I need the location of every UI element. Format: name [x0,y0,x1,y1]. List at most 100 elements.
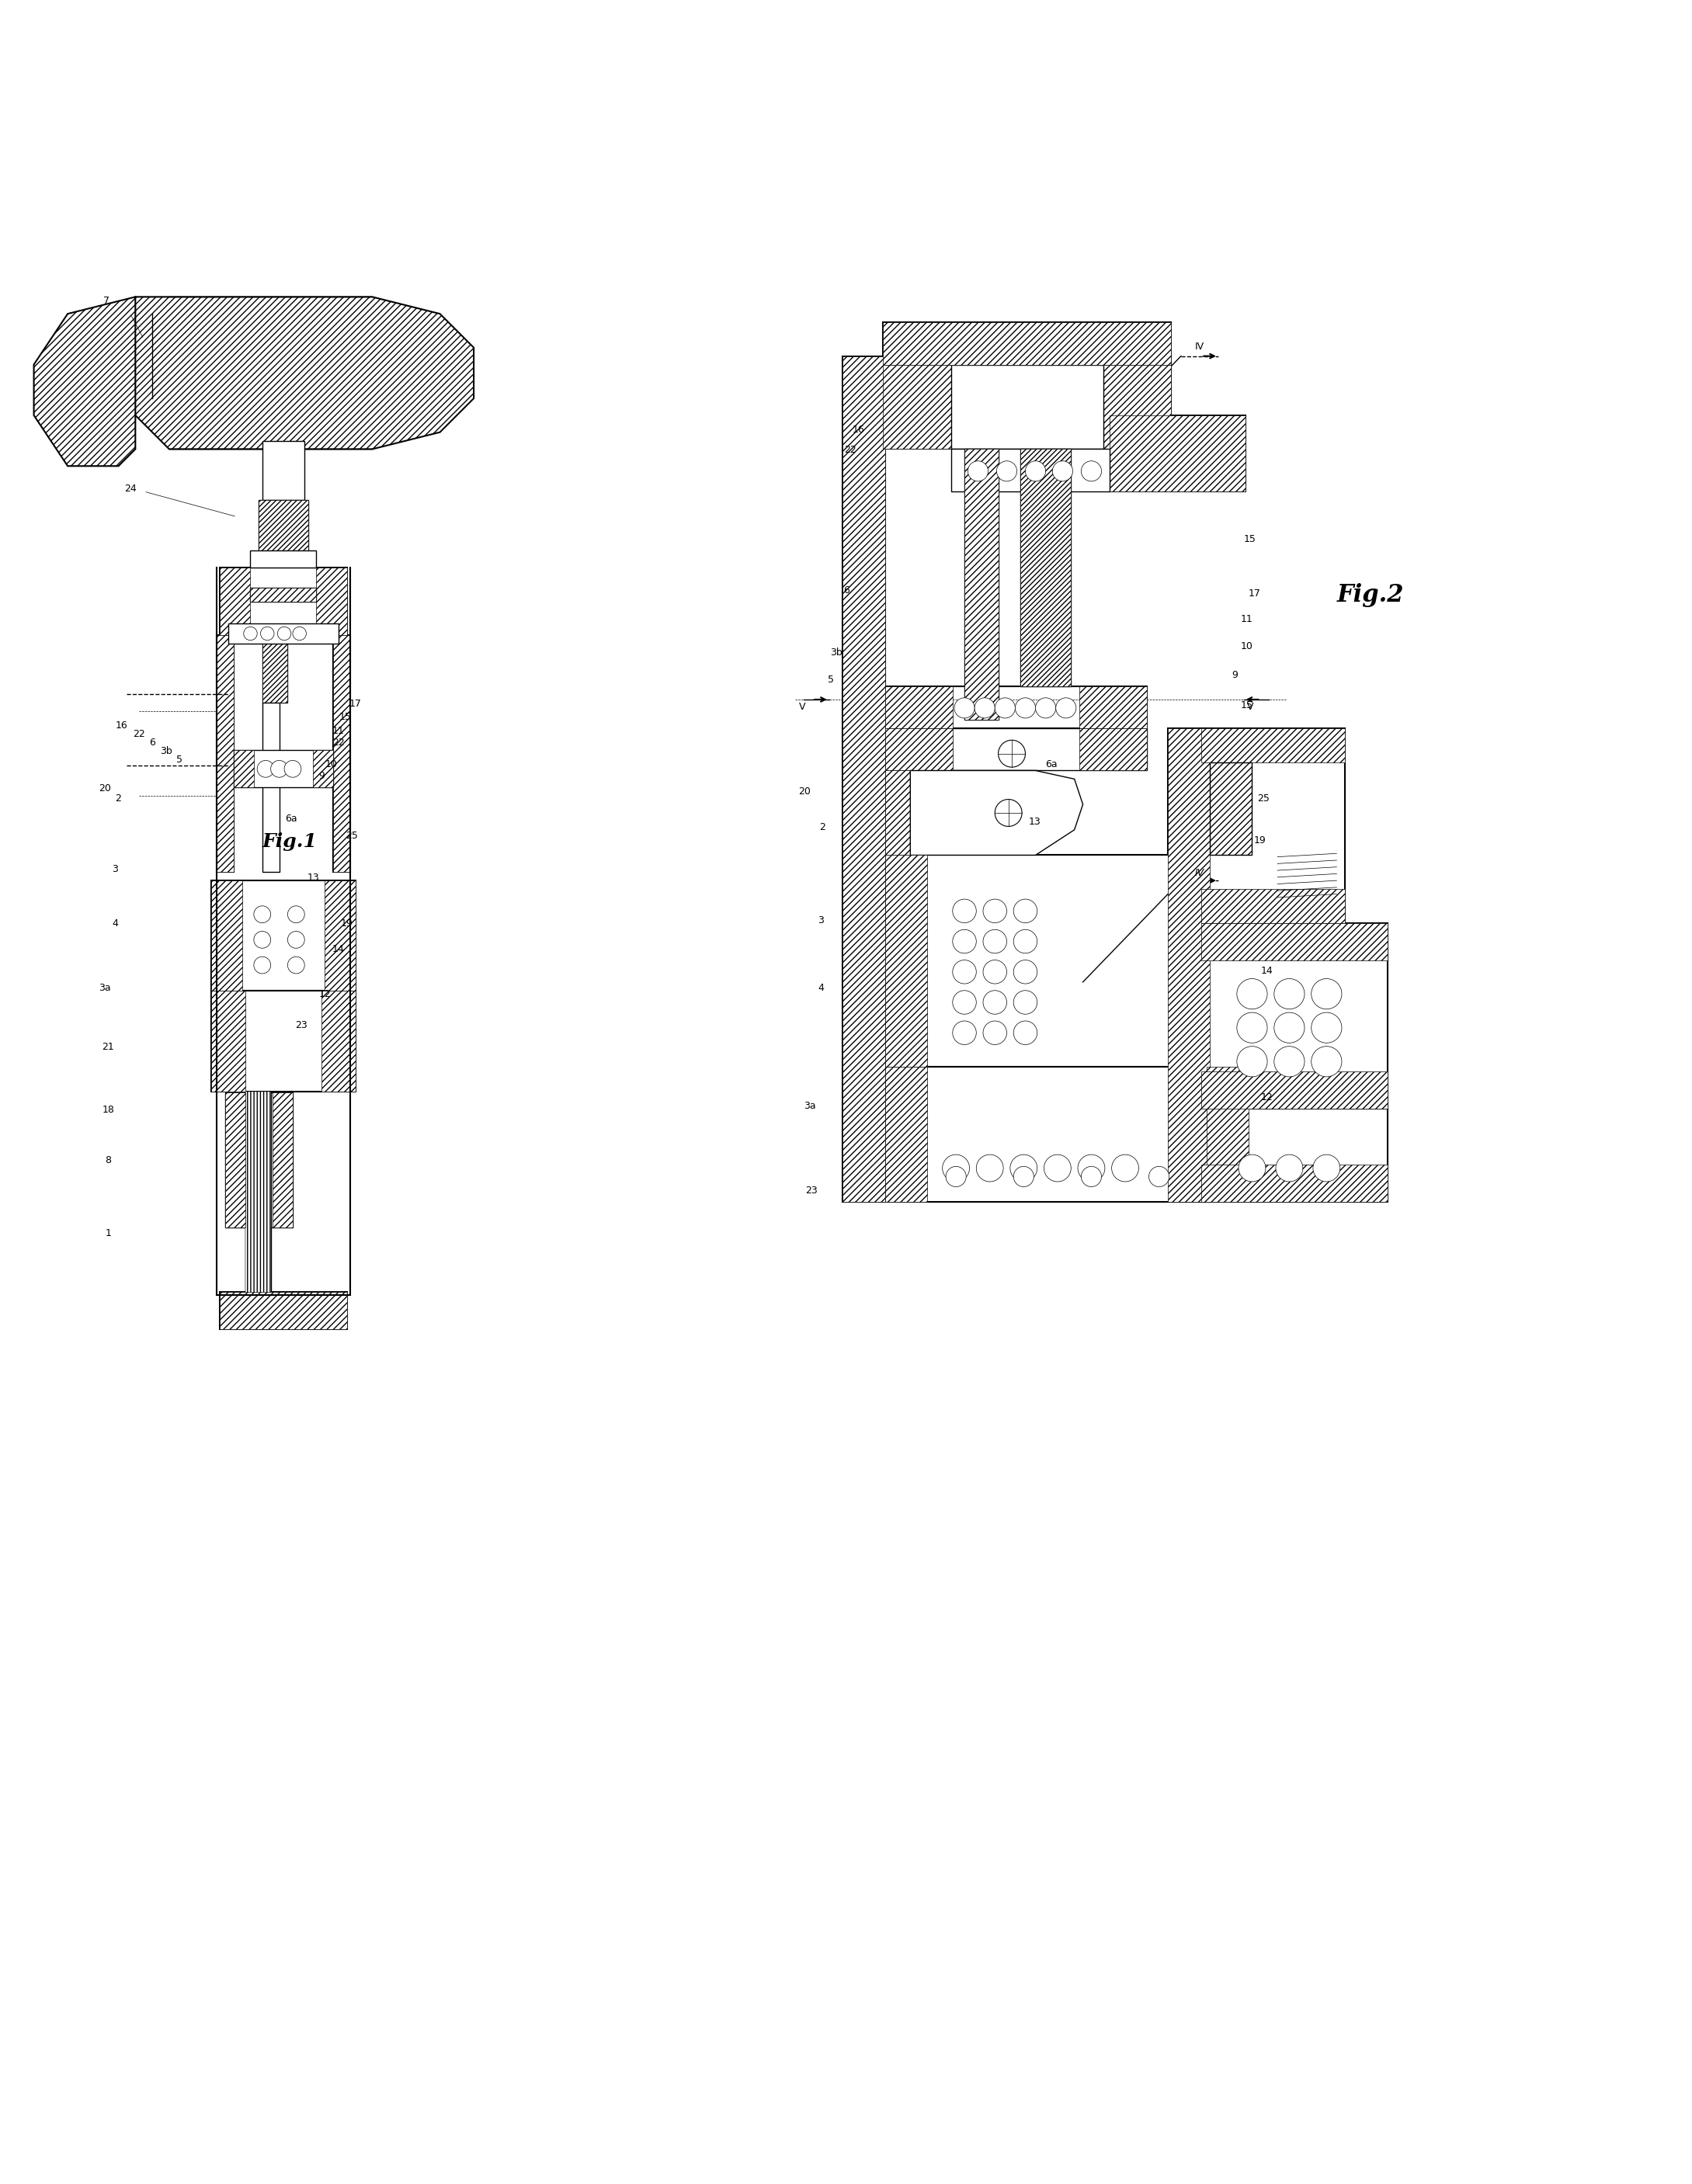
Text: 17: 17 [1249,587,1261,598]
Bar [272,1092,293,1227]
Circle shape [995,799,1022,826]
Circle shape [1052,461,1073,480]
Text: 16: 16 [115,721,129,732]
Circle shape [953,1020,976,1044]
Circle shape [976,1155,1003,1182]
Text: 23: 23 [294,1020,308,1031]
Bar [1206,1066,1249,1201]
Circle shape [1276,1155,1303,1182]
Bar [333,636,350,871]
Circle shape [1311,1013,1342,1044]
Bar [885,686,953,727]
Bar [1201,1109,1387,1201]
Bar [245,1092,271,1295]
Circle shape [968,461,988,480]
Circle shape [271,760,288,778]
Circle shape [1237,1013,1267,1044]
Text: 11: 11 [332,725,345,736]
Bar [262,636,288,703]
Text: 6: 6 [843,585,849,596]
Circle shape [288,906,305,924]
Circle shape [254,906,271,924]
Circle shape [975,699,995,719]
Text: 19: 19 [340,919,354,928]
Text: IV: IV [1195,341,1205,352]
Text: 15: 15 [1240,701,1252,710]
Text: 11: 11 [1240,614,1252,625]
Circle shape [942,1155,970,1182]
Text: 16: 16 [853,424,865,435]
Text: 14: 14 [1261,965,1272,976]
Text: 13: 13 [306,874,320,882]
Bar [259,500,308,550]
Bar [1201,727,1345,762]
Bar [217,636,233,871]
Bar [843,356,885,1201]
Bar [212,880,242,992]
Circle shape [288,957,305,974]
Bar [228,622,338,644]
Circle shape [277,627,291,640]
Text: 25: 25 [345,830,359,841]
Circle shape [1014,1020,1037,1044]
Bar [964,450,998,721]
Bar [250,587,316,601]
Bar [225,1092,245,1227]
Bar [259,500,308,550]
Circle shape [1313,1155,1340,1182]
Bar [885,1066,1249,1201]
Bar [1201,924,1387,1109]
Circle shape [954,699,975,719]
Circle shape [257,760,274,778]
Bar [233,751,333,788]
Circle shape [1081,461,1101,480]
Circle shape [293,627,306,640]
Circle shape [997,461,1017,480]
Text: 8: 8 [105,1155,112,1166]
Circle shape [1014,961,1037,983]
Text: 20: 20 [98,784,112,793]
Circle shape [983,1020,1007,1044]
Bar [333,636,350,871]
Text: 2: 2 [819,821,826,832]
Circle shape [244,627,257,640]
Bar [313,751,333,788]
Circle shape [1081,1166,1101,1186]
Bar [951,450,1110,491]
Bar [1079,727,1147,771]
Bar [212,992,355,1092]
Circle shape [1014,992,1037,1013]
Circle shape [288,930,305,948]
Bar [885,856,927,1066]
Bar [885,1066,927,1201]
Text: V: V [1247,701,1254,712]
Text: Fig.1: Fig.1 [262,832,318,850]
Bar [321,992,355,1092]
Text: IV: IV [1195,867,1205,878]
Circle shape [1239,1155,1266,1182]
Circle shape [983,992,1007,1013]
Text: 9: 9 [318,771,325,782]
Circle shape [1015,699,1036,719]
Text: V: V [799,701,805,712]
Text: 22: 22 [132,729,146,738]
Circle shape [1149,1166,1169,1186]
Bar [220,568,347,636]
Circle shape [1237,1046,1267,1077]
Text: 15: 15 [338,712,352,723]
Text: 20: 20 [799,786,810,797]
Circle shape [1274,1046,1305,1077]
Circle shape [953,961,976,983]
Circle shape [1025,461,1046,480]
Bar [885,771,1037,856]
Text: 10: 10 [1240,640,1252,651]
Circle shape [1044,1155,1071,1182]
Bar [885,727,953,771]
Circle shape [953,992,976,1013]
Bar [883,323,1171,365]
Text: 6: 6 [149,738,156,747]
Bar [883,365,1171,450]
Text: 3b: 3b [831,649,843,657]
Bar [1201,1072,1387,1109]
Circle shape [1036,699,1056,719]
